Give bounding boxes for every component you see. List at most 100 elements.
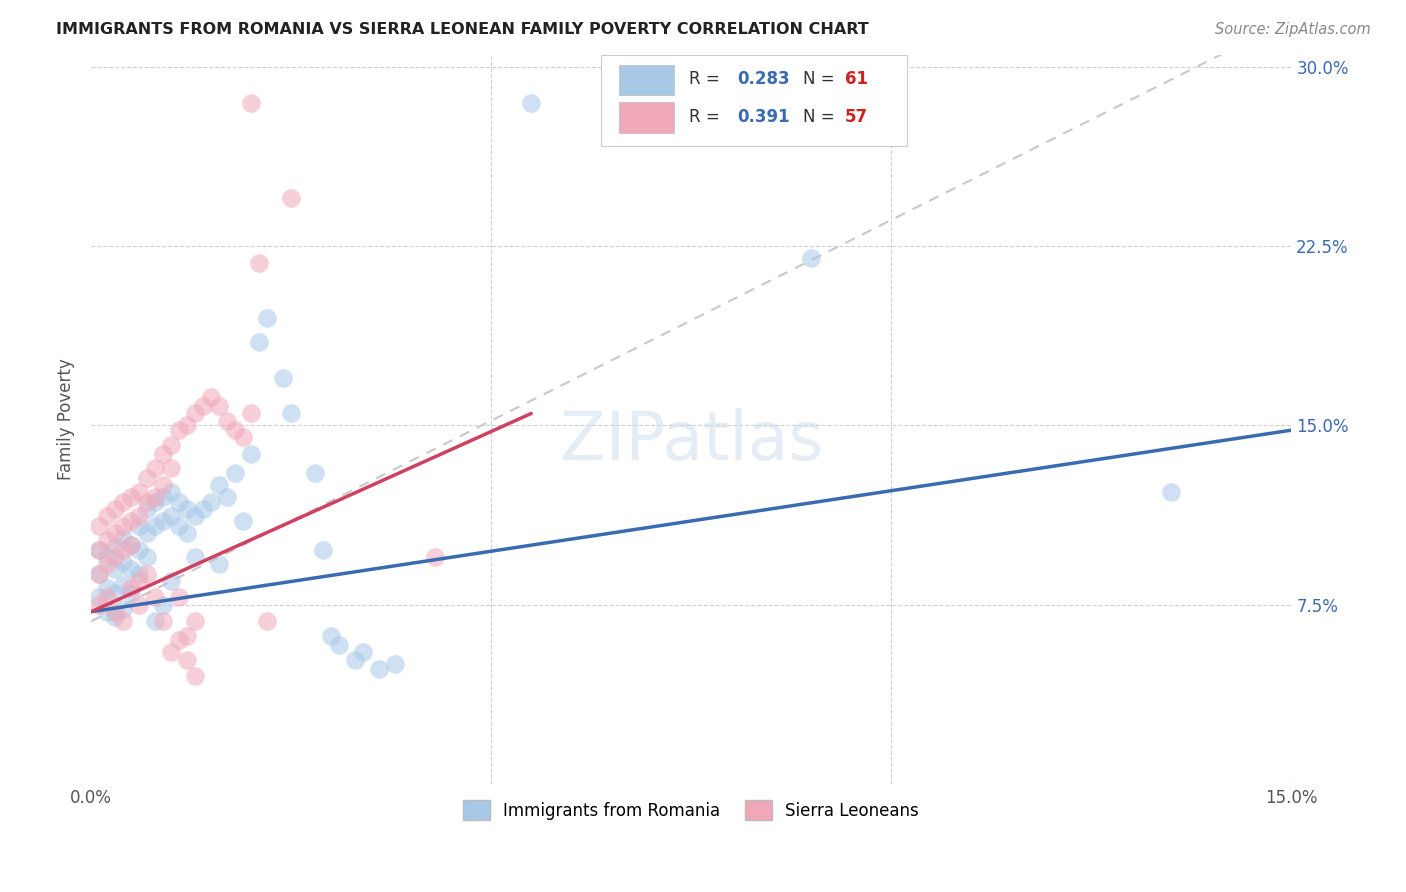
Point bbox=[112, 495, 135, 509]
Point bbox=[352, 645, 374, 659]
Point bbox=[89, 566, 111, 581]
Point bbox=[280, 192, 302, 206]
FancyBboxPatch shape bbox=[619, 64, 675, 95]
Point bbox=[112, 531, 135, 545]
Point bbox=[143, 518, 166, 533]
Text: N =: N = bbox=[803, 70, 839, 88]
Point bbox=[208, 478, 231, 492]
Point bbox=[160, 461, 183, 475]
Legend: Immigrants from Romania, Sierra Leoneans: Immigrants from Romania, Sierra Leoneans bbox=[457, 794, 925, 826]
Point bbox=[120, 538, 142, 552]
Point bbox=[128, 566, 150, 581]
Point bbox=[143, 495, 166, 509]
Point bbox=[304, 466, 326, 480]
Point bbox=[224, 423, 246, 437]
Point bbox=[160, 485, 183, 500]
Point bbox=[167, 633, 190, 648]
Text: Source: ZipAtlas.com: Source: ZipAtlas.com bbox=[1215, 22, 1371, 37]
Point bbox=[232, 430, 254, 444]
Point bbox=[104, 585, 127, 599]
Point bbox=[193, 399, 215, 413]
Point bbox=[167, 495, 190, 509]
Point bbox=[89, 591, 111, 605]
Point bbox=[247, 334, 270, 349]
Point bbox=[120, 490, 142, 504]
Point bbox=[208, 399, 231, 413]
Point bbox=[96, 509, 118, 524]
Point bbox=[96, 605, 118, 619]
Point bbox=[112, 615, 135, 629]
Point bbox=[208, 557, 231, 571]
Text: ZIPatlas: ZIPatlas bbox=[560, 409, 823, 475]
Text: 61: 61 bbox=[845, 70, 868, 88]
Point bbox=[128, 518, 150, 533]
Point bbox=[321, 629, 343, 643]
Point bbox=[128, 598, 150, 612]
Point bbox=[89, 598, 111, 612]
Point bbox=[176, 502, 198, 516]
Point bbox=[160, 437, 183, 451]
Point bbox=[136, 471, 159, 485]
Point bbox=[176, 652, 198, 666]
Point bbox=[104, 540, 127, 554]
Text: N =: N = bbox=[803, 108, 839, 126]
Point bbox=[193, 502, 215, 516]
Point bbox=[312, 542, 335, 557]
FancyBboxPatch shape bbox=[619, 103, 675, 133]
Point bbox=[136, 495, 159, 509]
Point bbox=[89, 566, 111, 581]
Point bbox=[152, 514, 174, 528]
Point bbox=[128, 574, 150, 588]
Point bbox=[120, 581, 142, 595]
Point bbox=[96, 591, 118, 605]
Point bbox=[104, 609, 127, 624]
Point bbox=[280, 407, 302, 421]
Point bbox=[176, 525, 198, 540]
Point bbox=[184, 549, 207, 564]
Point bbox=[112, 555, 135, 569]
Point bbox=[143, 591, 166, 605]
Text: R =: R = bbox=[689, 108, 725, 126]
Point bbox=[247, 256, 270, 270]
Point bbox=[200, 495, 222, 509]
Point bbox=[120, 585, 142, 599]
Point bbox=[184, 615, 207, 629]
Point bbox=[152, 598, 174, 612]
FancyBboxPatch shape bbox=[602, 55, 907, 146]
Point bbox=[112, 578, 135, 592]
Point bbox=[184, 509, 207, 524]
Point bbox=[160, 574, 183, 588]
Point bbox=[167, 591, 190, 605]
Point bbox=[271, 370, 294, 384]
Point bbox=[1160, 485, 1182, 500]
Point bbox=[425, 549, 447, 564]
Point bbox=[128, 485, 150, 500]
Point bbox=[256, 615, 278, 629]
Point bbox=[800, 251, 823, 265]
Point bbox=[96, 581, 118, 595]
Point bbox=[96, 557, 118, 571]
Point bbox=[184, 669, 207, 683]
Point bbox=[328, 638, 350, 652]
Point bbox=[167, 518, 190, 533]
Point bbox=[112, 518, 135, 533]
Point bbox=[112, 602, 135, 616]
Text: 0.283: 0.283 bbox=[737, 70, 790, 88]
Y-axis label: Family Poverty: Family Poverty bbox=[58, 359, 75, 480]
Point bbox=[240, 407, 263, 421]
Point bbox=[152, 615, 174, 629]
Point bbox=[104, 525, 127, 540]
Text: 57: 57 bbox=[845, 108, 868, 126]
Point bbox=[96, 549, 118, 564]
Point bbox=[256, 310, 278, 325]
Point bbox=[120, 514, 142, 528]
Point bbox=[344, 652, 367, 666]
Point bbox=[89, 518, 111, 533]
Point bbox=[104, 549, 127, 564]
Point bbox=[200, 390, 222, 404]
Point bbox=[143, 490, 166, 504]
Point bbox=[120, 538, 142, 552]
Point bbox=[152, 447, 174, 461]
Point bbox=[143, 461, 166, 475]
Point bbox=[89, 542, 111, 557]
